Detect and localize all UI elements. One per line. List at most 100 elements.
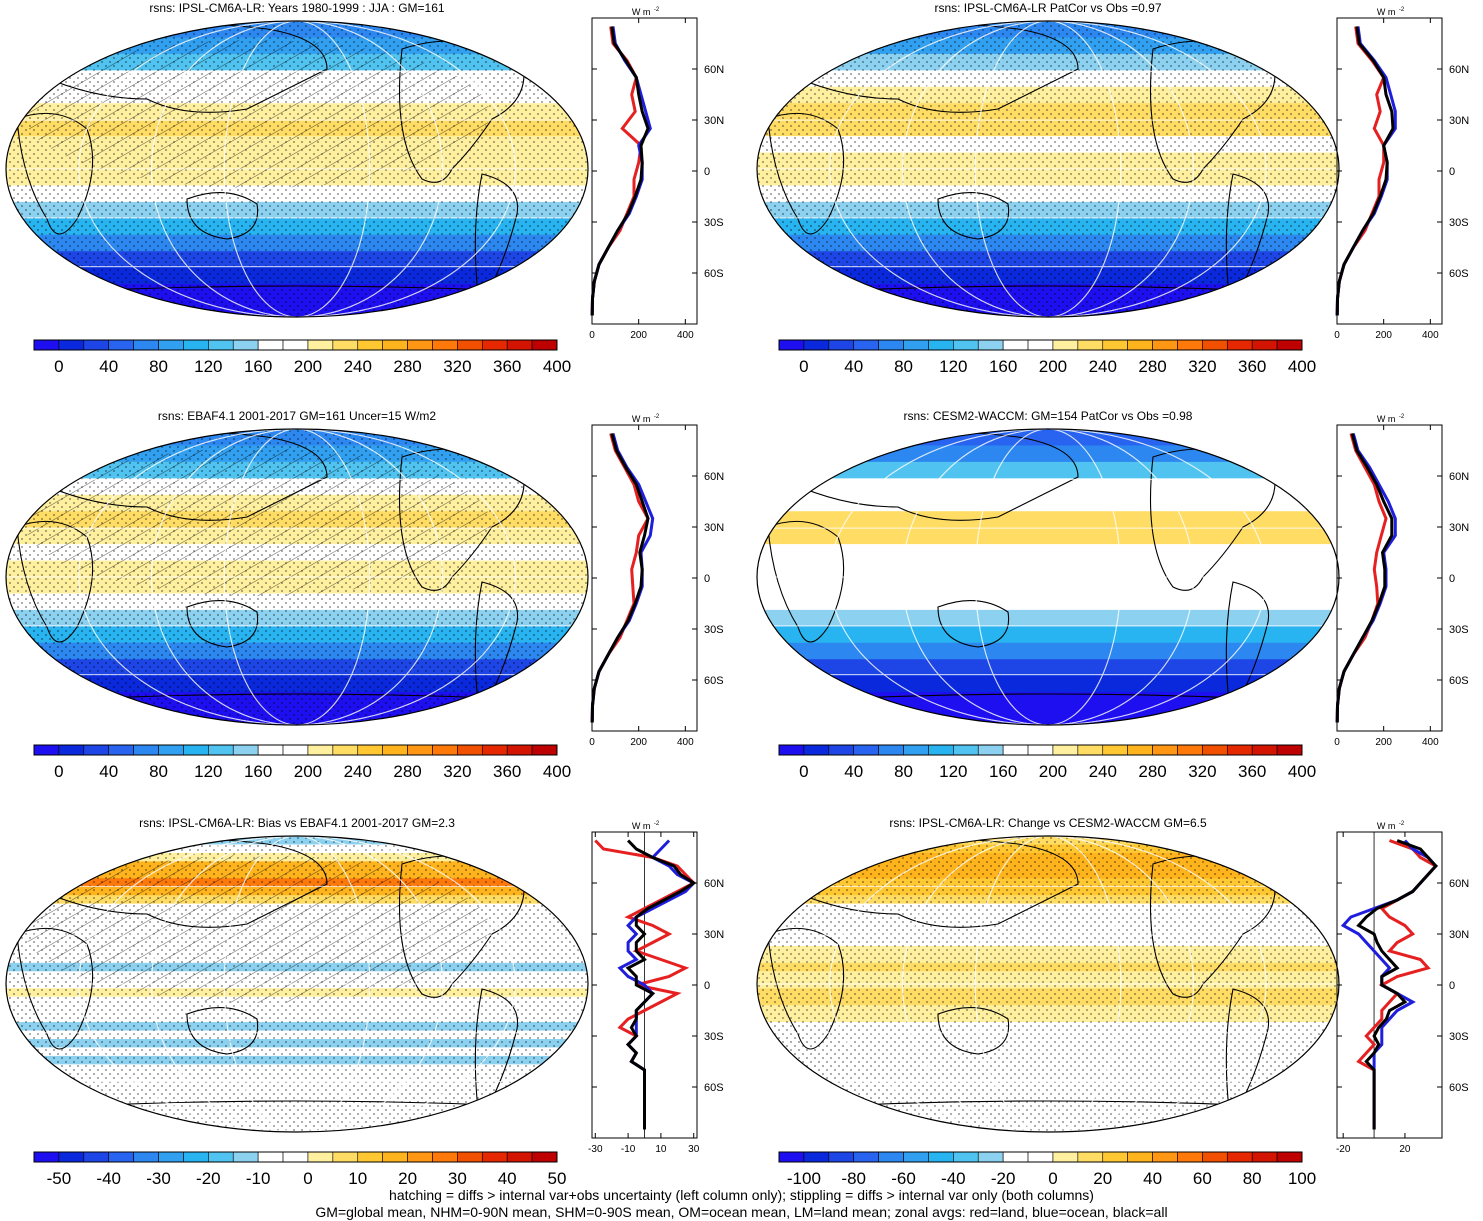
colorbar-swatch — [828, 1151, 855, 1163]
colorbar-swatch — [208, 744, 234, 756]
colorbar-label: 120 — [194, 357, 222, 376]
zonal-plot: W m -2 60N 30N 0 30S 60S 0 200 400 — [589, 414, 724, 748]
colorbar-swatch — [1002, 339, 1029, 351]
colorbar-swatch — [903, 339, 929, 351]
zonal-x-tick-label: 400 — [677, 737, 694, 748]
colorbar-swatch — [407, 339, 433, 351]
colorbar-swatch — [953, 339, 979, 351]
lat-tick-label: 60S — [1449, 1082, 1469, 1094]
colorbar-swatch — [506, 744, 533, 756]
colorbar-label: 100 — [1288, 1169, 1316, 1188]
colorbar-swatch — [382, 1151, 408, 1163]
colorbar-swatch — [1251, 1151, 1278, 1163]
colorbar-swatch — [531, 1151, 558, 1163]
colorbar-swatch — [1127, 339, 1153, 351]
colorbar-label: 360 — [1238, 357, 1266, 376]
colorbar-swatch — [257, 1151, 284, 1163]
colorbar-label: 360 — [493, 762, 521, 781]
zonal-plot: W m -2 60N 30N 0 30S 60S -30 -10 10 30 — [588, 821, 724, 1155]
colorbar-label: -10 — [246, 1169, 271, 1188]
lat-band — [757, 609, 1339, 628]
colorbar-swatch — [83, 1151, 110, 1163]
lat-band — [757, 445, 1339, 463]
colorbar-swatch — [183, 744, 209, 756]
colorbar-label: 40 — [844, 357, 863, 376]
colorbar-label: 320 — [1188, 357, 1216, 376]
zonal-plot: W m -2 60N 30N 0 30S 60S 0 200 400 — [1334, 7, 1469, 341]
colorbar-swatch — [58, 1151, 85, 1163]
colorbar-swatch — [903, 744, 929, 756]
panel-svg: W m -2 60N 30N 0 30S 60S 0 200 400 0 40 80 120 160 200 2… — [5, 7, 724, 376]
zonal-land-line — [590, 433, 650, 723]
colorbar-swatch — [803, 339, 830, 351]
zonal-x-tick-label: 20 — [1399, 1144, 1411, 1155]
lat-band — [757, 593, 1339, 611]
colorbar-swatch — [282, 1151, 309, 1163]
colorbar-swatch — [928, 744, 954, 756]
colorbar: -100 -80 -60 -40 -20 0 20 40 60 80 100 — [778, 1151, 1316, 1188]
colorbar-swatch — [183, 339, 209, 351]
zonal-ocean-line — [1335, 433, 1397, 723]
zonal-unit: W m — [1377, 7, 1396, 17]
colorbar-swatch — [382, 744, 408, 756]
colorbar-swatch — [506, 339, 533, 351]
colorbar-label: -60 — [891, 1169, 916, 1188]
colorbar-swatch — [83, 744, 110, 756]
svg-text:-2: -2 — [654, 821, 660, 827]
map-border — [5, 20, 589, 318]
zonal-ocean-line — [1340, 839, 1438, 1130]
lat-tick-label: 60S — [704, 675, 724, 687]
zonal-x-tick-label: 0 — [589, 737, 595, 748]
panel-svg: W m -2 60N 30N 0 30S 60S 0 200 400 0 40 80 120 160 200 2… — [5, 414, 724, 781]
lat-tick-label: 0 — [1449, 573, 1455, 585]
zonal-x-tick-label: -30 — [588, 1144, 603, 1155]
colorbar-swatch — [1077, 339, 1104, 351]
zonal-unit: W m — [1377, 414, 1396, 424]
colorbar-label: 40 — [498, 1169, 517, 1188]
colorbar-swatch — [1202, 744, 1228, 756]
colorbar-swatch — [232, 744, 259, 756]
colorbar-label: -40 — [96, 1169, 121, 1188]
lat-tick-label: 30N — [704, 929, 724, 941]
colorbar-swatch — [481, 339, 508, 351]
zonal-all-line — [1356, 839, 1438, 1130]
colorbar-swatch — [1251, 339, 1278, 351]
colorbar-swatch — [853, 744, 879, 756]
colorbar-label: 400 — [1288, 357, 1316, 376]
map-title: rsns: CESM2-WACCM: GM=154 PatCor vs Obs … — [903, 409, 1193, 423]
colorbar: 0 40 80 120 160 200 240 280 320 360 400 — [33, 339, 571, 376]
colorbar-label: 240 — [1089, 357, 1117, 376]
map-title: rsns: IPSL-CM6A-LR: Bias vs EBAF4.1 2001… — [139, 816, 455, 830]
zonal-all-line — [1335, 26, 1395, 316]
colorbar-swatch — [1002, 744, 1029, 756]
svg-text:-2: -2 — [1399, 7, 1405, 13]
colorbar-label: 400 — [543, 357, 571, 376]
lat-tick-label: 60N — [1449, 64, 1469, 76]
colorbar-swatch — [357, 744, 383, 756]
colorbar-swatch — [803, 1151, 830, 1163]
zonal-all-line — [625, 839, 697, 1130]
map-border — [756, 428, 1340, 726]
colorbar-label: 160 — [244, 762, 272, 781]
map-title: rsns: IPSL-CM6A-LR: Change vs CESM2-WACC… — [889, 816, 1207, 830]
colorbar-swatch — [903, 1151, 929, 1163]
colorbar-label: 120 — [939, 357, 967, 376]
colorbar-swatch — [183, 1151, 209, 1163]
lat-band — [757, 626, 1339, 644]
colorbar-label: 360 — [1238, 762, 1266, 781]
zonal-x-tick-label: 0 — [589, 330, 595, 341]
colorbar-swatch — [853, 339, 879, 351]
zonal-x-tick-label: 400 — [1422, 737, 1439, 748]
lat-tick-label: 60N — [704, 471, 724, 483]
colorbar-swatch — [33, 1151, 60, 1163]
zonal-unit: W m — [632, 7, 651, 17]
colorbar-label: 0 — [54, 357, 63, 376]
colorbar-swatch — [208, 1151, 234, 1163]
colorbar-swatch — [878, 1151, 904, 1163]
lat-tick-label: 30S — [704, 217, 724, 229]
zonal-plot: W m -2 60N 30N 0 30S 60S 0 200 400 — [589, 7, 724, 341]
lat-band — [757, 560, 1339, 578]
panel-4: rsns: CESM2-WACCM: GM=154 PatCor vs Obs … — [745, 405, 1483, 805]
map-border — [756, 20, 1340, 318]
zonal-x-tick-label: 0 — [1334, 737, 1340, 748]
